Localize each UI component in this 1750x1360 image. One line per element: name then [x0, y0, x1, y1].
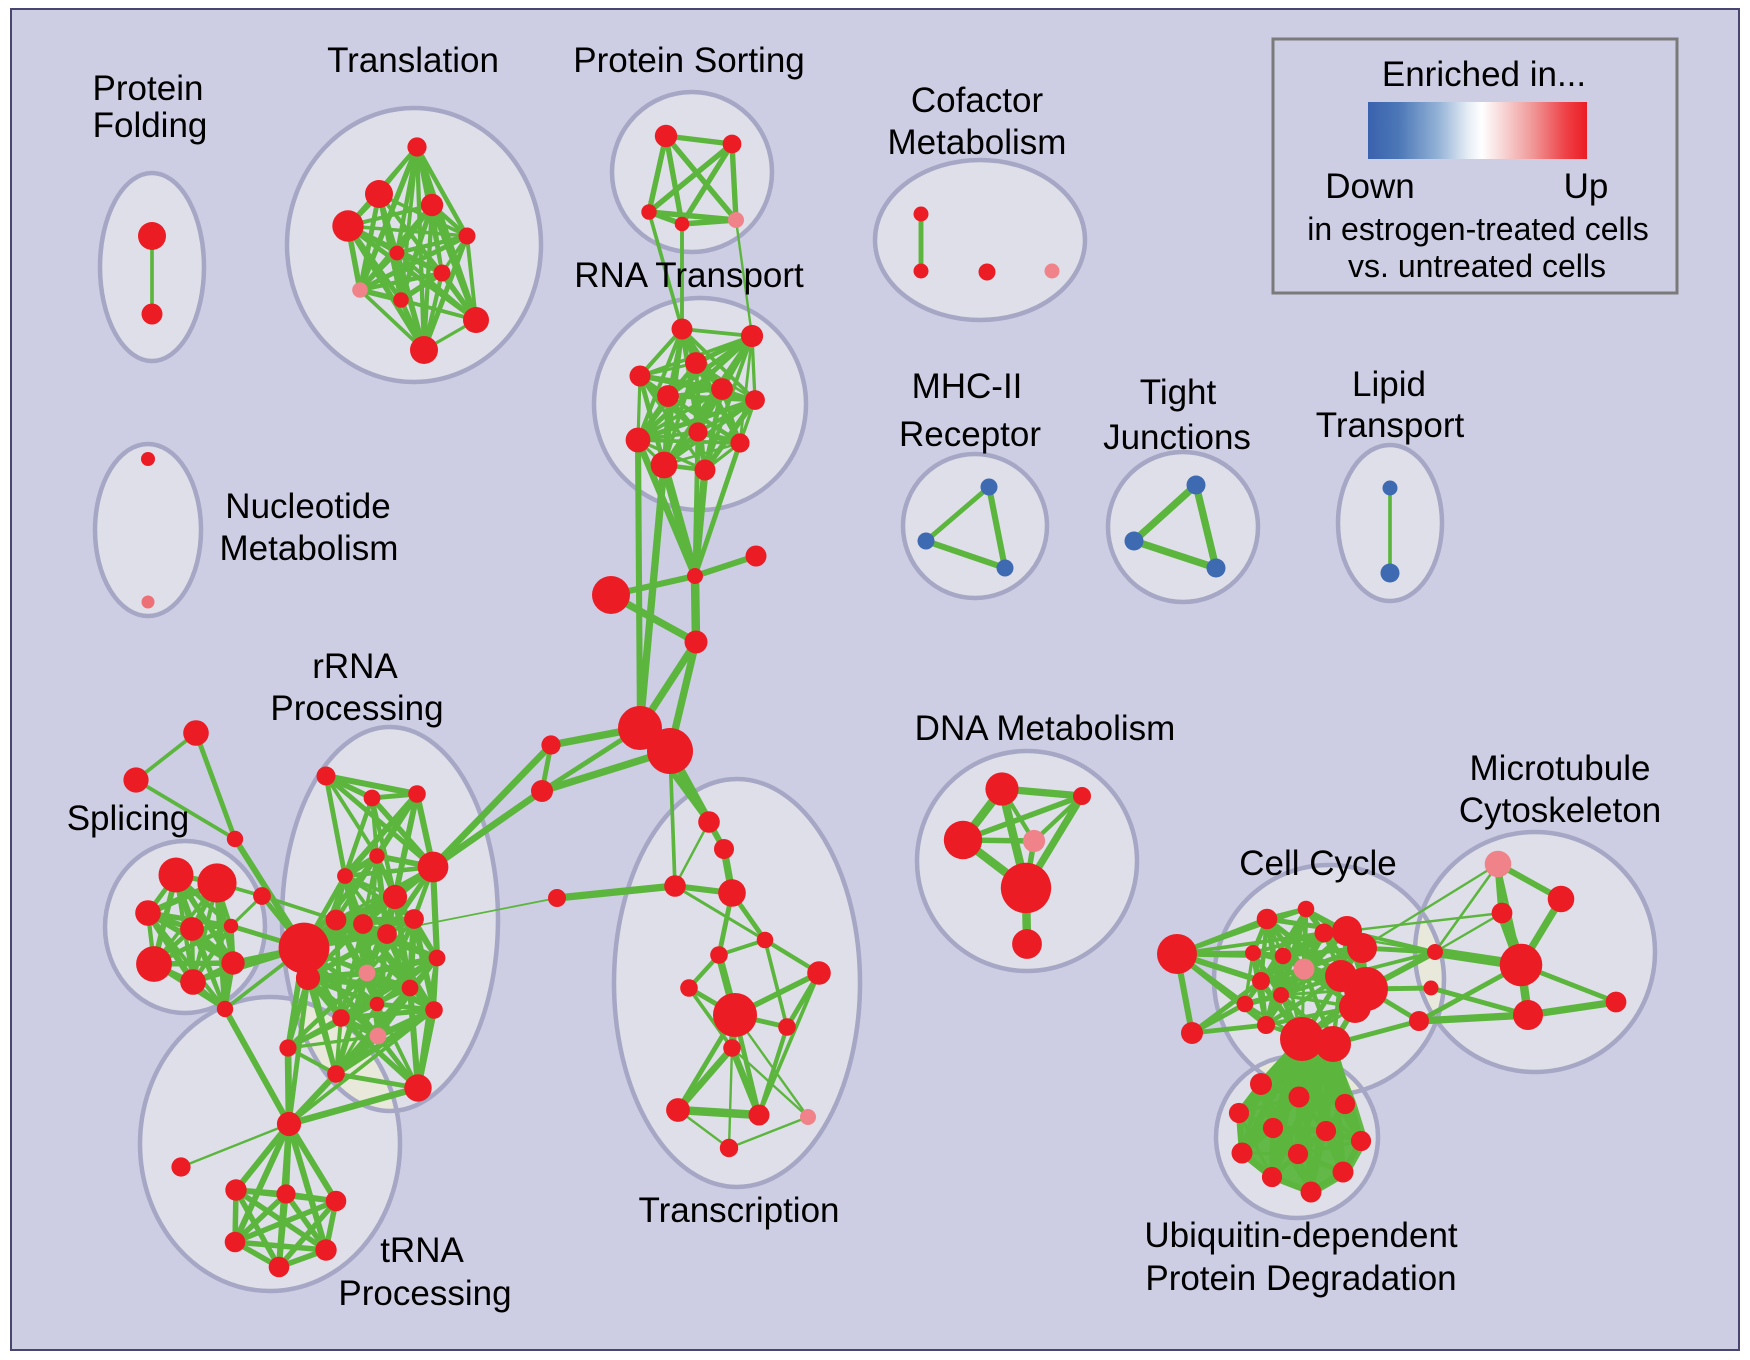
svg-text:Translation: Translation: [327, 41, 499, 80]
svg-text:Up: Up: [1564, 167, 1609, 206]
svg-text:Cofactor: Cofactor: [911, 81, 1044, 120]
svg-text:Ubiquitin-dependent: Ubiquitin-dependent: [1144, 1216, 1458, 1255]
svg-text:Nucleotide: Nucleotide: [225, 487, 390, 526]
svg-text:Tight: Tight: [1140, 373, 1217, 412]
svg-text:rRNA: rRNA: [312, 647, 398, 686]
svg-text:Protein Sorting: Protein Sorting: [573, 41, 805, 80]
svg-text:RNA Transport: RNA Transport: [574, 256, 804, 295]
svg-text:Transport: Transport: [1316, 406, 1465, 445]
svg-text:Metabolism: Metabolism: [220, 529, 399, 568]
svg-text:Processing: Processing: [338, 1274, 511, 1313]
svg-text:Enriched in...: Enriched in...: [1382, 55, 1586, 94]
svg-text:Microtubule: Microtubule: [1470, 749, 1651, 788]
svg-text:MHC-II: MHC-II: [912, 367, 1023, 406]
svg-text:Metabolism: Metabolism: [888, 123, 1067, 162]
svg-text:tRNA: tRNA: [380, 1231, 464, 1270]
svg-text:Transcription: Transcription: [639, 1191, 840, 1230]
svg-text:Lipid: Lipid: [1352, 365, 1426, 404]
svg-text:Receptor: Receptor: [899, 415, 1041, 454]
svg-text:vs. untreated cells: vs. untreated cells: [1348, 248, 1606, 284]
svg-text:Protein Degradation: Protein Degradation: [1145, 1259, 1456, 1298]
svg-text:Cytoskeleton: Cytoskeleton: [1459, 791, 1661, 830]
svg-text:Down: Down: [1325, 167, 1414, 206]
svg-text:Splicing: Splicing: [67, 799, 190, 838]
svg-text:Processing: Processing: [270, 689, 443, 728]
svg-text:Junctions: Junctions: [1103, 418, 1251, 457]
svg-text:Cell Cycle: Cell Cycle: [1239, 844, 1397, 883]
svg-text:Folding: Folding: [93, 106, 208, 145]
svg-text:Protein: Protein: [93, 69, 204, 108]
svg-text:DNA Metabolism: DNA Metabolism: [915, 709, 1176, 748]
svg-text:in estrogen-treated cells: in estrogen-treated cells: [1307, 211, 1649, 247]
